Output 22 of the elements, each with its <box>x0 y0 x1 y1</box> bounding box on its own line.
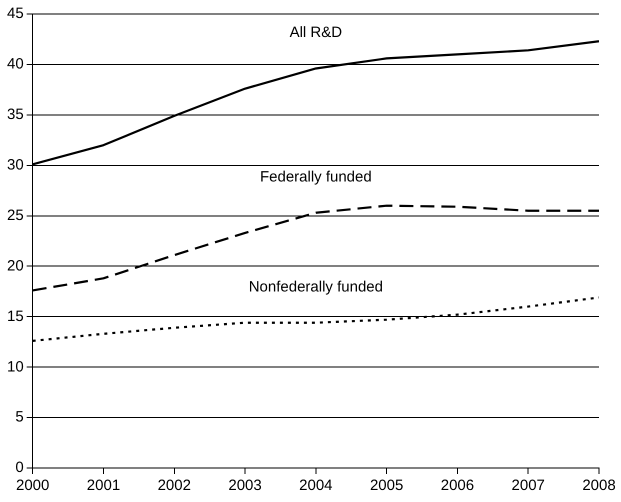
series-label: All R&D <box>290 24 342 42</box>
y-tick-label: 0 <box>15 459 24 476</box>
series-label: Nonfederally funded <box>248 278 383 296</box>
y-tick-label: 10 <box>6 358 24 376</box>
y-tick-label: 45 <box>6 5 24 22</box>
y-tick-label: 35 <box>6 106 24 124</box>
y-tick-label: 25 <box>6 206 24 224</box>
y-tick-label: 5 <box>15 408 24 426</box>
x-tick-label: 2007 <box>512 477 545 494</box>
x-tick-label: 2000 <box>16 477 50 494</box>
series-label: Federally funded <box>260 168 372 186</box>
x-tick-label: 2006 <box>440 477 474 494</box>
x-tick-label: 2004 <box>299 477 333 494</box>
x-tick-label: 2003 <box>228 477 262 494</box>
y-tick-label: 20 <box>6 257 24 274</box>
x-tick-label: 2002 <box>158 477 191 494</box>
x-tick-label: 2005 <box>370 477 404 494</box>
x-tick-label: 2001 <box>86 477 120 494</box>
y-tick-label: 40 <box>6 56 24 73</box>
y-tick-label: 15 <box>6 308 24 325</box>
y-tick-label: 30 <box>6 156 24 174</box>
x-tick-label: 2008 <box>582 477 616 494</box>
